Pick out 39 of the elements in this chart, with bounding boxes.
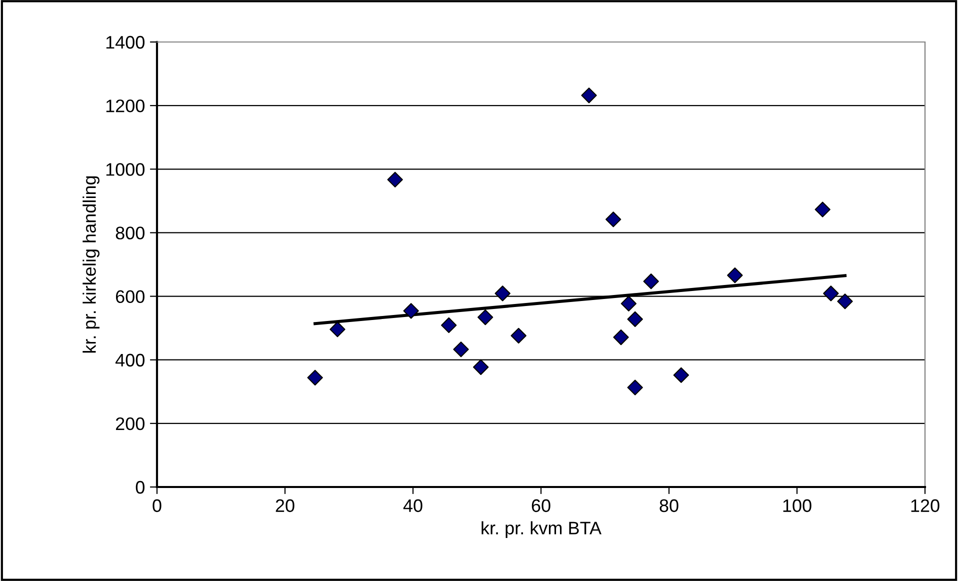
point xyxy=(403,303,419,319)
point xyxy=(581,88,597,104)
point xyxy=(613,329,629,346)
point xyxy=(510,328,526,344)
point xyxy=(387,172,403,188)
point xyxy=(330,322,346,338)
x-tick-label: 0 xyxy=(152,499,162,512)
point xyxy=(823,286,839,302)
y-tick-label: 200 xyxy=(116,417,144,430)
point xyxy=(727,267,743,284)
point xyxy=(673,367,689,383)
point xyxy=(453,342,469,358)
point xyxy=(814,202,830,218)
y-tick-label: 400 xyxy=(115,354,144,367)
x-tick-label: 120 xyxy=(911,499,940,512)
point xyxy=(473,359,489,376)
point xyxy=(494,286,510,302)
y-tick-label: 1400 xyxy=(106,36,144,49)
point xyxy=(605,212,622,228)
point xyxy=(477,309,494,326)
point xyxy=(620,296,637,312)
point xyxy=(627,380,643,396)
x-tick-label: 100 xyxy=(783,499,812,512)
y-tick-label: 1000 xyxy=(106,163,144,176)
point xyxy=(627,311,643,328)
x-tick-label: 60 xyxy=(532,499,550,512)
x-axis-title: kr. pr. kvm BTA xyxy=(482,521,602,538)
y-tick-label: 0 xyxy=(136,480,144,494)
x-tick-label: 40 xyxy=(403,499,422,512)
y-tick-label: 600 xyxy=(116,290,144,304)
point xyxy=(643,274,659,290)
y-axis-title: kr. pr. kirkelig handling xyxy=(82,176,100,353)
point xyxy=(837,294,853,310)
point xyxy=(307,370,323,386)
point xyxy=(441,317,457,334)
x-tick-label: 20 xyxy=(276,499,294,512)
y-tick-label: 1200 xyxy=(106,100,144,112)
y-tick-label: 800 xyxy=(116,226,144,240)
x-tick-label: 80 xyxy=(660,499,678,512)
